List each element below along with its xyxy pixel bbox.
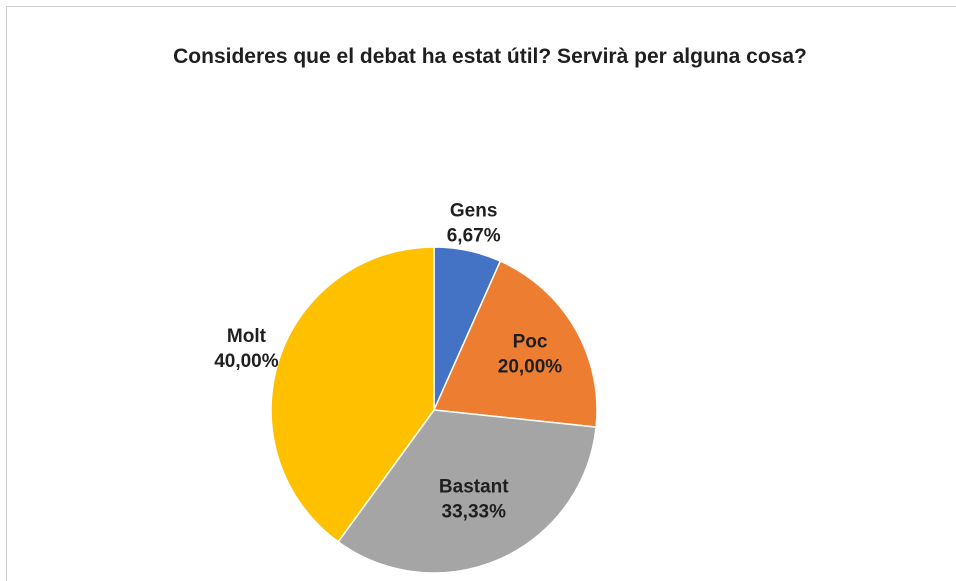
value-label: 20,00% [498, 357, 563, 378]
chart-border [6, 6, 956, 581]
slice-label: Molt [227, 326, 267, 347]
value-label: 33,33% [442, 501, 507, 522]
value-label: 6,67% [447, 225, 501, 246]
chart-title: Consideres que el debat ha estat útil? S… [173, 45, 807, 68]
slice-label: Gens [450, 200, 498, 221]
pie-slice [337, 409, 597, 574]
pie-slice [270, 246, 435, 543]
slice-label: Bastant [439, 476, 509, 497]
pie-slice [432, 260, 598, 428]
value-label: 40,00% [214, 351, 279, 372]
slice-label: Poc [513, 332, 548, 353]
